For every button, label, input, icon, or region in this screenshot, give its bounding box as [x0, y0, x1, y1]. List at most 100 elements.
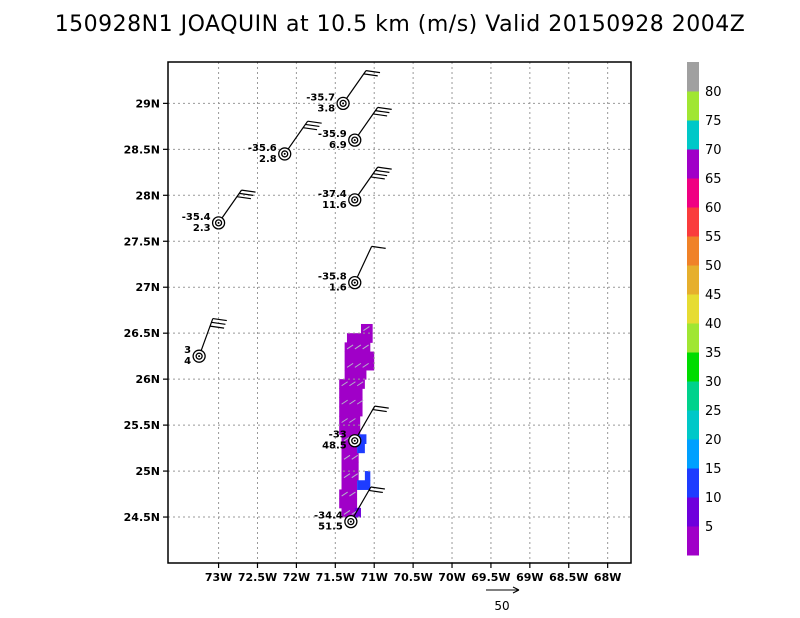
x-tick-label: 69.5W [471, 571, 510, 584]
barb-flag [363, 73, 378, 77]
grid-layer [168, 62, 631, 563]
station-ring-inner [214, 219, 223, 227]
colorbar-swatch-2 [687, 468, 699, 498]
field-arrow [349, 491, 356, 497]
station-dot [217, 221, 220, 224]
barb-flag [373, 173, 388, 177]
shaded-cell-1 [357, 443, 365, 454]
colorbar-swatch-13 [687, 149, 699, 179]
station-dot [353, 139, 356, 142]
station-lower-value: 2.8 [259, 154, 277, 165]
barb-flag [241, 189, 256, 193]
field-arrow [351, 473, 359, 479]
barb-staff [218, 189, 243, 224]
colorbar-label: 60 [705, 201, 722, 216]
y-tick-label: 27.5N [124, 235, 160, 248]
station-2: -35.62.8 [248, 120, 322, 165]
field-arrow [354, 344, 362, 350]
station-dot [349, 520, 352, 523]
colorbar-swatch-15 [687, 91, 699, 121]
barb-flag [371, 245, 386, 249]
station-upper-value: -35.4 [182, 212, 211, 223]
shaded-cell-4 [354, 507, 361, 518]
colorbar-label: 40 [705, 317, 722, 332]
colorbar-label: 15 [705, 462, 722, 477]
x-tick-label: 69W [516, 571, 543, 584]
plot-frame [167, 61, 632, 564]
station-dot [353, 281, 356, 284]
colorbar-swatch-16 [687, 62, 699, 92]
wind-shading-layer [339, 323, 375, 518]
field-arrow [341, 399, 348, 405]
station-upper-value: -33 [329, 430, 347, 441]
barb-flag [370, 176, 385, 180]
shaded-row-5 [344, 369, 367, 380]
field-arrow [351, 454, 359, 460]
axis-labels: 73W 72.5W 72W 71.5W 71W 70.5W 70W 69.5W 69W 68.5W… [124, 97, 622, 584]
field-arrow [356, 399, 364, 405]
station-3: -37.411.6 [318, 166, 392, 211]
shaded-row-14 [341, 452, 359, 463]
barb-flag [302, 127, 318, 131]
reference-arrow-head [512, 586, 520, 594]
barb-staff [354, 405, 376, 442]
colorbar-label: 10 [705, 491, 722, 506]
shaded-row-1 [346, 333, 373, 343]
colorbar-label: 50 [705, 259, 722, 274]
field-arrow [341, 491, 348, 497]
barb-flag [373, 113, 388, 117]
station-dot [198, 355, 201, 358]
station-ring-inner [351, 136, 359, 144]
y-tick-label: 27N [135, 281, 160, 294]
station-dot [353, 439, 356, 442]
colorbar-label: 35 [705, 346, 722, 361]
x-tick-label: 72.5W [238, 571, 277, 584]
station-ring-inner [339, 99, 347, 108]
station-dot [353, 198, 356, 201]
field-arrow [346, 344, 354, 350]
station-lower-value: 51.5 [318, 522, 343, 533]
colorbar-swatch-9 [687, 265, 699, 295]
field-arrow [349, 399, 356, 405]
field-arrow [354, 362, 362, 368]
station-lower-value: 6.9 [329, 140, 347, 151]
colorbar-swatch-4 [687, 410, 699, 440]
barb-flag [375, 110, 390, 114]
barb-flag [307, 120, 322, 124]
colorbar-swatch-3 [687, 439, 699, 469]
barb-flag [370, 486, 385, 490]
field-arrow [341, 381, 348, 387]
station-dot [283, 152, 286, 155]
field-arrow [363, 326, 370, 332]
station-6: 34 [184, 317, 227, 367]
shaded-cell-0 [358, 434, 367, 444]
barb-staff [284, 120, 309, 155]
station-lower-value: 4 [184, 356, 191, 367]
field-arrow [356, 381, 364, 387]
shaded-cell-3 [357, 480, 371, 490]
colorbar-swatch-14 [687, 120, 699, 150]
colorbar-swatch-6 [687, 352, 699, 382]
shaded-row-8 [339, 397, 363, 408]
field-arrow [341, 418, 348, 423]
y-tick-label: 28N [135, 189, 160, 202]
barb-flag [377, 106, 392, 110]
field-arrow [343, 510, 351, 515]
x-tick-label: 70.5W [393, 571, 432, 584]
reference-vector: 50 [486, 586, 520, 613]
colorbar-swatch-5 [687, 381, 699, 411]
field-arrow [343, 473, 351, 479]
colorbar-swatch-7 [687, 323, 699, 353]
colorbar-label: 25 [705, 404, 722, 419]
station-0: -35.73.8 [306, 70, 381, 114]
y-tick-label: 24.5N [124, 511, 160, 524]
colorbar-swatch-12 [687, 178, 699, 208]
barb-staff [354, 107, 379, 141]
barb-staff [198, 318, 214, 357]
barb-flag [372, 408, 387, 413]
shaded-row-9 [339, 406, 363, 417]
station-8: -34.451.5 [314, 486, 385, 533]
barb-flag [239, 192, 254, 196]
x-tick-label: 71.5W [316, 571, 355, 584]
